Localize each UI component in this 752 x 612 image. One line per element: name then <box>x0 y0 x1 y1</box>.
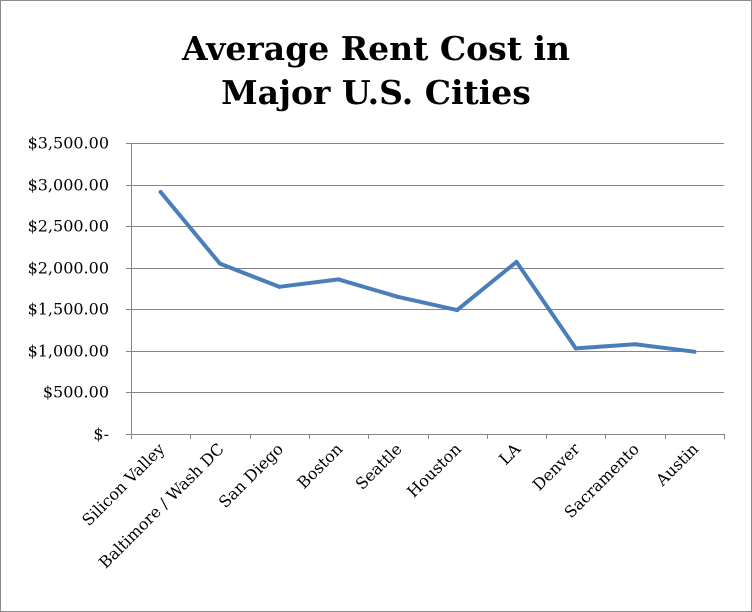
data-point <box>692 349 697 354</box>
y-tick-label: $500.00 <box>43 383 109 402</box>
data-point <box>455 308 460 313</box>
data-point <box>277 284 282 289</box>
data-point <box>395 294 400 299</box>
y-tick-label: $3,000.00 <box>28 176 109 195</box>
y-axis-ticks: $- $500.00 $1,000.00 $1,500.00 $2,000.00 $2,5… <box>28 134 131 444</box>
x-tick-label: San Diego <box>215 439 287 511</box>
y-tick-label: $1,000.00 <box>28 342 109 361</box>
series-line <box>158 190 697 354</box>
data-point <box>514 259 519 264</box>
x-tick-label: Austin <box>651 439 702 490</box>
data-point <box>217 261 222 266</box>
y-tick-label: $2,000.00 <box>28 259 109 278</box>
x-tick-label: Seattle <box>352 439 406 493</box>
data-point <box>158 190 163 195</box>
data-point <box>336 277 341 282</box>
axes <box>131 143 724 435</box>
x-tick-label: Boston <box>293 439 346 492</box>
y-tick-label: $- <box>93 425 109 444</box>
x-tick-label: Denver <box>529 439 584 494</box>
y-tick-label: $2,500.00 <box>28 217 109 236</box>
gridlines <box>131 143 724 393</box>
chart-title-line-2: Major U.S. Cities <box>221 73 531 112</box>
data-point <box>633 342 638 347</box>
y-tick-label: $1,500.00 <box>28 300 109 319</box>
y-tick-label: $3,500.00 <box>28 134 109 153</box>
x-tick-label: LA <box>495 439 524 468</box>
x-tick-label: Houston <box>403 439 465 501</box>
chart-title-line-1: Average Rent Cost in <box>181 29 570 68</box>
data-point <box>573 346 578 351</box>
series-rent <box>158 190 697 354</box>
